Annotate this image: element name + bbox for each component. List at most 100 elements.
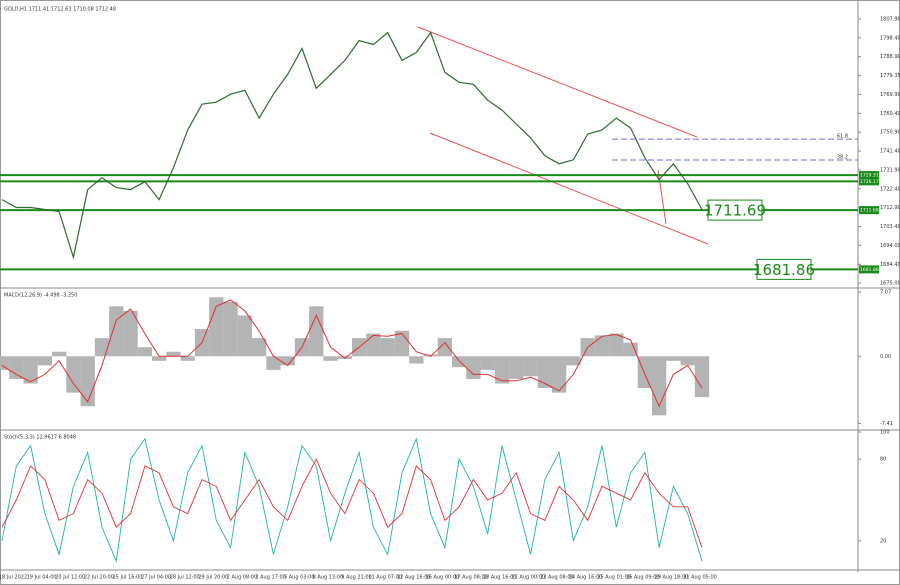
y-tick-label: 1703.40 [880,224,900,230]
x-tick-label: 26 Aug 09:00 [626,575,660,581]
macd-bar [466,356,481,379]
level-callout: 1681.86 [753,261,815,279]
y-tick-label: -7.41 [880,421,893,427]
x-tick-label: 23 Aug 08:00 [540,575,574,581]
level-callout-box [756,258,812,280]
y-tick-label: 1769.90 [880,92,900,98]
macd-bar [37,356,52,366]
x-tick-label: 18 Aug 16:00 [483,575,517,581]
macd-bar [494,356,510,384]
panel-title: GOLD,H1 1711.41 1712.63 1710.08 1712.48 [4,7,116,13]
macd-bar [9,356,24,379]
macd-bar [323,356,338,361]
y-tick-label: 7.07 [880,290,891,296]
x-tick-label: 28 Jul 12:00 [170,575,200,581]
price-tag-label: 1726.17 [860,179,879,185]
x-tick-label: 24 Aug 16:00 [569,575,603,581]
price-tag-label: 1711.69 [860,208,879,214]
y-tick-label: 80 [880,457,886,463]
price-tag [859,265,879,274]
macd-bar [66,356,81,393]
x-tick-label: 12 Aug 16:00 [397,575,431,581]
macd-bar [237,315,252,357]
y-tick-label: 1750.90 [880,130,900,136]
macd-bar [252,338,267,357]
macd-bar [80,356,95,407]
macd-bar [509,356,524,379]
y-tick-label: 1712.90 [880,205,900,211]
y-tick-label: 1731.90 [880,167,900,173]
macd-bar [480,356,495,370]
x-tick-label: 19 Jul 04:00 [27,575,57,581]
macd-bar [666,356,681,361]
macd-bar [552,356,567,393]
macd-bar [180,356,195,361]
price-tag [859,206,879,215]
macd-bar [109,306,124,357]
macd-bar [637,356,652,389]
x-tick-label: 20 Jul 12:00 [55,575,85,581]
macd-bar [409,356,424,364]
x-tick-label: 22 Jul 20:00 [84,575,114,581]
macd-bar [23,356,38,384]
x-tick-label: 16 Aug 00:00 [426,575,460,581]
panel-title: Stoch(5,3,3) 12.9617 6.8048 [4,435,76,441]
price-line [1,31,703,260]
stoch-line [1,458,703,548]
y-tick-label: 1779.35 [880,73,900,79]
macd-bar [266,356,281,370]
y-tick-label: 0.00 [880,354,891,360]
x-tick-label: 25 Jul 16:00 [113,575,143,581]
price-tag-label: 1729.31 [860,173,879,179]
x-tick-label: 5 Aug 03:00 [284,575,315,581]
macd-bar [152,356,167,361]
y-tick-label: 1675.00 [880,281,900,287]
macd-bar [280,356,295,366]
macd-bar [94,338,110,357]
macd-bar [366,333,381,357]
trend-line [417,26,698,138]
x-tick-label: 18 Jul 2022 [0,575,27,581]
macd-bar [623,342,638,357]
macd-bar [609,333,624,357]
macd-bar [423,354,438,357]
fib-label: 38.2 [837,155,848,161]
macd-bar [537,356,552,389]
x-tick-label: 8 Aug 13:00 [313,575,344,581]
macd-bar [652,356,667,416]
macd-bar [594,335,610,357]
y-tick-label: 1741.40 [880,149,900,155]
trend-line [429,132,709,245]
macd-bar [694,356,710,398]
x-tick-label: 9 Aug 21:00 [341,575,372,581]
x-tick-label: 11 Aug 07:00 [368,575,402,581]
y-tick-label: 1684.40 [880,262,900,268]
y-tick-label: 1798.40 [880,35,900,41]
macd-bar [309,306,324,357]
x-tick-label: 25 Aug 01:00 [597,575,631,581]
x-tick-label: 17 Aug 08:00 [454,575,488,581]
x-tick-label: 2 Aug 08:00 [227,575,258,581]
x-tick-label: 3 Aug 17:00 [255,575,286,581]
macd-bar [123,310,138,357]
panel-title: MACD(12,26,9) -4.498 -3.250 [4,293,77,299]
macd-bar [566,356,581,366]
level-callout-box [707,199,763,221]
x-tick-label: 31 Aug 05:00 [683,575,717,581]
price-tag [859,177,879,186]
macd-bar [223,301,238,357]
macd-bar [394,330,410,357]
x-tick-label: 29 Aug 18:00 [655,575,689,581]
macd-bar [680,356,695,366]
y-tick-label: 100 [880,430,890,436]
macd-bar [0,356,10,370]
macd-bar [380,338,395,357]
macd-bar [137,347,152,357]
macd-bar [166,351,181,357]
macd-bar [523,356,538,377]
macd-bar [452,356,467,368]
y-tick-label: 1722.40 [880,186,900,192]
y-tick-label: 1694.00 [880,243,900,249]
